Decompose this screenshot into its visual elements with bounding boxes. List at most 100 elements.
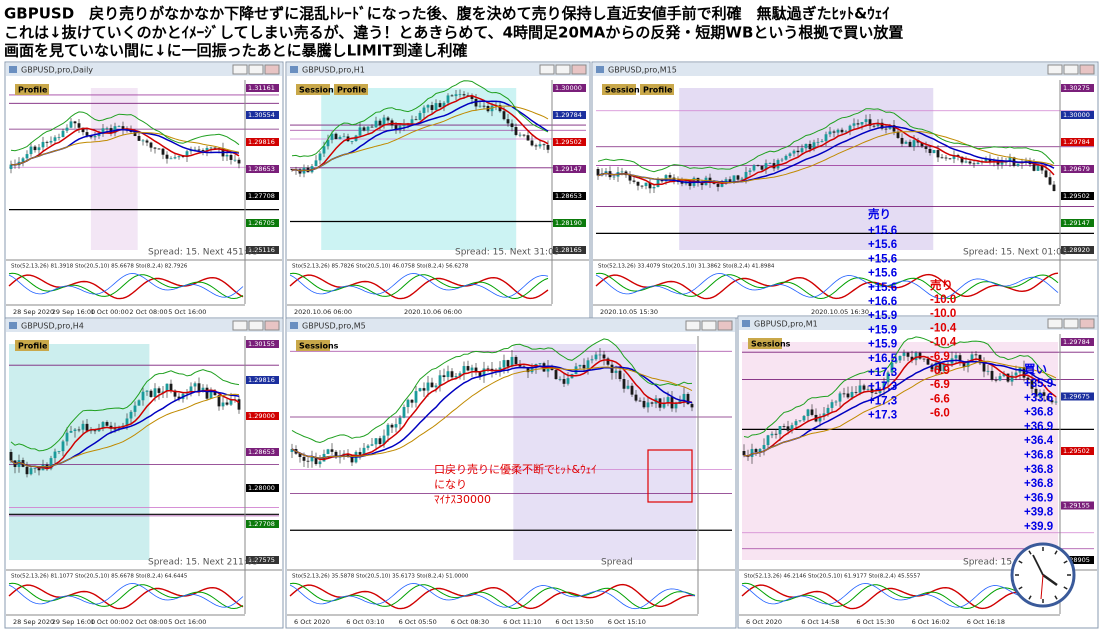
window-button[interactable] [685,320,701,331]
candle-body [884,128,888,130]
candle-body [97,133,101,137]
window-button[interactable] [1047,64,1063,75]
candle-body [596,169,600,176]
candle-body [640,185,644,187]
candle-body [972,163,976,165]
candle-body [486,368,490,370]
window-button[interactable] [264,320,280,331]
window-button[interactable] [264,64,280,75]
candle-body [61,441,65,452]
note-line: になり [434,478,467,491]
annotation-value: -6.9 [930,365,950,377]
candle-body [1002,373,1006,377]
candle-body [818,416,822,422]
candle-body [93,430,97,432]
price-label: 1.29155 [1063,502,1090,510]
indicator-label: Sto(52,13,26) 33.4079 Sto(20,5,10) 31.38… [598,264,775,270]
candle-body [334,133,338,140]
window-button[interactable] [1063,64,1079,75]
window-button[interactable] [717,320,733,331]
title-bar [287,63,589,76]
candle-body [350,140,354,142]
window-button[interactable] [1079,64,1095,75]
oscillator-line [8,273,244,298]
candle-body [852,123,856,126]
moving-average [743,336,1057,438]
annotation-value: +36.8 [1024,478,1054,490]
candle-body [189,386,193,393]
note-line: 口戻り売りに優柔不断でﾋｯﾄ&ｳｪｲ [434,462,597,476]
tag-label: Sessions [299,342,339,351]
session-band [9,344,150,560]
candle-body [908,141,912,147]
price-label-box [246,138,279,146]
window-button[interactable] [232,64,248,75]
candle-body [426,382,430,391]
candle-body [434,103,438,110]
annotation-value: -10.0 [930,294,956,306]
candle-body [840,129,844,133]
candle-body [442,102,446,108]
candle-body [748,170,752,172]
price-label: 1.25116 [248,246,275,254]
candle-body [25,154,29,159]
candle-body [788,153,792,156]
candle-body [846,393,850,398]
candle-body [844,131,848,133]
price-label: 1.28000 [248,484,275,492]
window-button[interactable] [701,320,717,331]
candle-body [644,182,648,187]
window-title: GBPUSD,pro,Daily [21,66,93,75]
candle-body [1054,401,1058,403]
candle-body [137,400,141,406]
time-label: 6 Oct 05:50 [399,618,437,626]
candle-body [974,354,978,356]
candle-body [81,127,85,133]
window-frame [4,61,284,319]
candle-body [306,460,310,462]
window-button[interactable] [539,64,555,75]
candle-body [149,390,153,397]
candle-body [762,445,766,449]
window-button[interactable] [1079,318,1095,329]
candle-body [61,130,65,138]
window-button[interactable] [1063,318,1079,329]
annotation-value: +15.6 [868,282,897,294]
candle-body [566,378,570,384]
candle-body [310,457,314,462]
annotation-title: 売り [930,278,953,292]
price-label: 1.30275 [1063,84,1090,92]
candle-body [732,175,736,183]
candle-body [113,428,117,430]
chart-window: GBPUSD,pro,H4 Profile 1.30155 1.29816 1.2900… [4,317,284,629]
candle-body [810,409,814,415]
oscillator-line [8,584,244,610]
window-button[interactable] [248,64,264,75]
candle-body [478,105,482,107]
moving-average [291,338,693,444]
candle-body [137,135,141,141]
window-button[interactable] [248,320,264,331]
candle-body [161,391,165,393]
candle-body [370,126,374,128]
candle-body [229,399,233,405]
candle-body [1010,375,1014,382]
window-button[interactable] [555,64,571,75]
window-button[interactable] [571,64,587,75]
moving-average [10,369,240,452]
time-label: 28 Sep 2020 [13,308,54,316]
price-label-box [246,219,279,227]
price-label-box [553,165,586,173]
title-bar [287,319,735,332]
annotation-value: -10.4 [930,337,957,349]
candle-body [101,422,105,428]
time-label: 2 Oct 08:00 [129,308,167,316]
time-label: 6 Oct 2020 [294,618,330,626]
candle-body [510,356,514,367]
candle-body [370,444,374,446]
price-label-box [246,165,279,173]
candle-body [225,154,229,157]
window-button[interactable] [232,320,248,331]
candle-body [634,394,638,401]
window-button[interactable] [1047,318,1063,329]
